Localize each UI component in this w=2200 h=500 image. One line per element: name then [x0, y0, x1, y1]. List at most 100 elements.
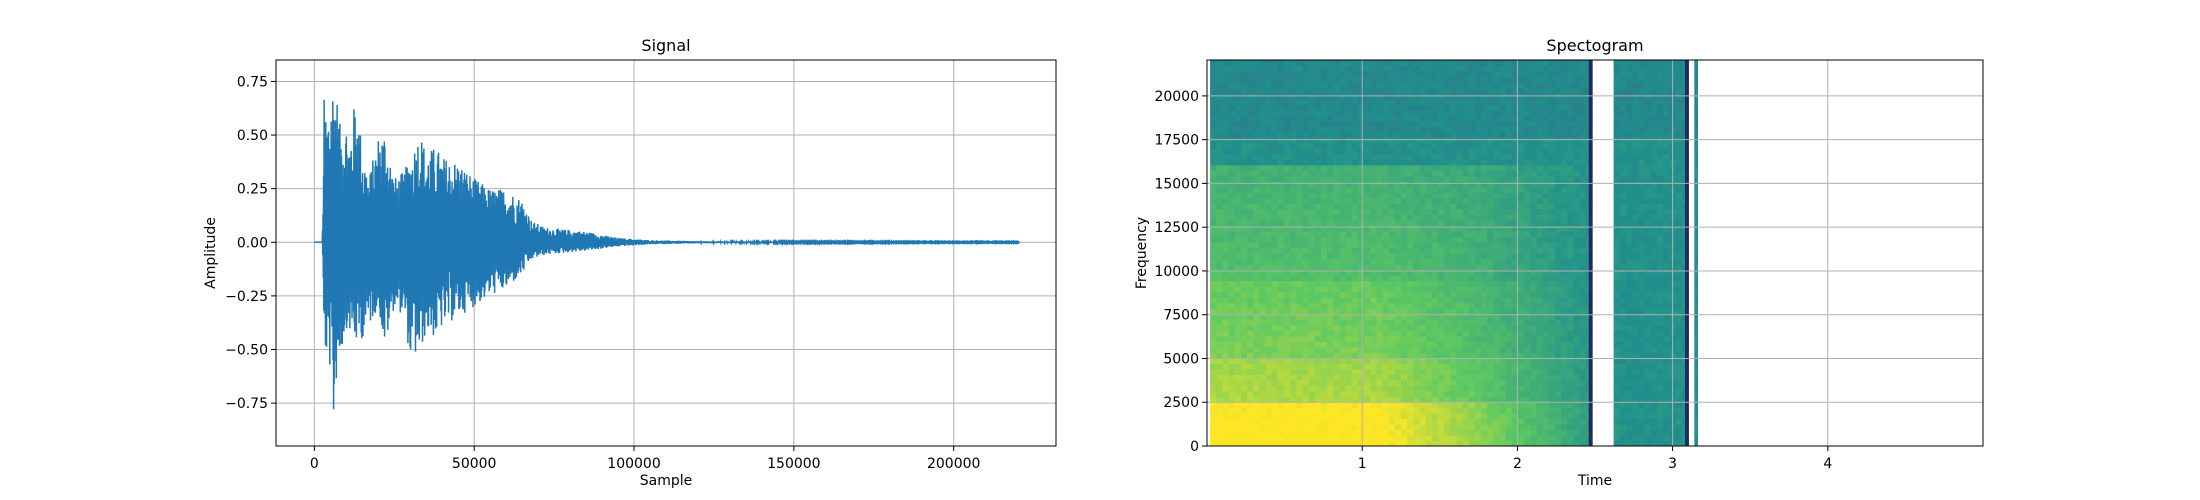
spectrogram-cell — [1626, 230, 1633, 238]
spectrogram-cell — [1388, 368, 1396, 375]
spectrogram-cell — [1333, 87, 1341, 94]
spectrogram-cell — [1657, 109, 1664, 116]
spectrogram-cell — [1284, 385, 1291, 392]
spectrogram-cell — [1222, 137, 1230, 144]
spectrogram-cell — [1388, 236, 1396, 243]
spectrogram-cell — [1638, 203, 1646, 210]
spectrogram-cell — [1364, 275, 1371, 282]
spectrogram-cell — [1524, 264, 1531, 271]
spectrogram-cell — [1351, 203, 1359, 210]
spectrogram-cell — [1613, 98, 1621, 105]
spectrogram-cell — [1548, 396, 1556, 403]
spectrogram-cell — [1474, 434, 1482, 442]
spectrogram-cell — [1437, 280, 1445, 287]
spectrogram-cell — [1413, 440, 1421, 446]
spectrogram-cell — [1431, 297, 1439, 304]
spectrogram-cell — [1284, 341, 1291, 348]
spectrogram-cell — [1644, 368, 1652, 375]
spectrogram-cell — [1638, 104, 1646, 111]
spectrogram-cell — [1518, 225, 1525, 232]
spectrogram-cell — [1450, 230, 1458, 238]
spectrogram-cell — [1247, 352, 1254, 359]
spectrogram-cell — [1419, 71, 1427, 78]
spectrogram-cell — [1579, 341, 1587, 348]
spectrogram-cell — [1277, 313, 1285, 320]
spectrogram-cell — [1524, 363, 1531, 370]
spectrogram-cell — [1481, 401, 1488, 408]
spectrogram-cell — [1456, 440, 1464, 446]
spectrogram-cell — [1247, 440, 1254, 446]
spectrogram-cell — [1401, 412, 1408, 420]
spectrogram-cell — [1382, 137, 1390, 144]
spectrogram-cell — [1357, 241, 1365, 249]
spectrogram-cell — [1357, 319, 1365, 326]
spectrogram-cell — [1425, 65, 1433, 72]
spectrogram-cell — [1505, 324, 1513, 331]
spectrogram-cell — [1579, 142, 1587, 149]
spectrogram-cell — [1511, 98, 1519, 105]
spectrogram-cell — [1425, 374, 1433, 381]
spectrogram-cell — [1499, 159, 1507, 166]
spectrogram-cell — [1308, 324, 1316, 331]
spectrogram-cell — [1548, 335, 1556, 342]
spectrogram-cell — [1530, 197, 1538, 204]
spectrogram-cell — [1382, 241, 1390, 249]
spectrogram-cell — [1277, 219, 1285, 227]
spectrogram-cell — [1650, 280, 1658, 287]
spectrogram-cell — [1284, 208, 1291, 215]
spectrogram-cell — [1456, 429, 1464, 436]
spectrogram-cell — [1376, 76, 1384, 83]
spectrogram-cell — [1222, 104, 1230, 111]
spectrogram-cell — [1247, 324, 1254, 331]
spectrogram-cell — [1277, 247, 1285, 254]
spectrogram-cell — [1567, 192, 1575, 199]
signal-y-tick-label: 0.50 — [237, 128, 268, 144]
spectrogram-cell — [1481, 241, 1488, 249]
spectrogram-cell — [1234, 434, 1242, 442]
spectrogram-cell — [1394, 109, 1402, 116]
spectrogram-cell — [1339, 175, 1347, 182]
spectrogram-cell — [1644, 352, 1652, 359]
spectrogram-cell — [1561, 197, 1568, 204]
spectrogram-cell — [1431, 186, 1439, 193]
spectrogram-cell — [1345, 197, 1353, 204]
spectrogram-cell — [1314, 131, 1322, 138]
spectrogram-cell — [1314, 219, 1322, 227]
spectrogram-cell — [1259, 65, 1267, 72]
spectrogram-cell — [1222, 302, 1230, 309]
spectrogram-cell — [1536, 159, 1544, 166]
spectrogram-cell — [1456, 236, 1464, 243]
spectrogram-cell — [1468, 225, 1476, 232]
spectrogram-cell — [1518, 368, 1525, 375]
spectrogram-cell — [1388, 71, 1396, 78]
spectrogram-cell — [1376, 297, 1384, 304]
spectrogram-cell — [1619, 131, 1627, 138]
spectrogram-cell — [1234, 335, 1242, 342]
spectrogram-cell — [1626, 313, 1633, 320]
spectrogram-cell — [1481, 330, 1488, 337]
spectrogram-cell — [1437, 76, 1445, 83]
spectrogram-cell — [1364, 429, 1371, 436]
spectrogram-cell — [1638, 275, 1646, 282]
spectrogram-cell — [1357, 253, 1365, 260]
spectrogram-cell — [1573, 153, 1581, 160]
spectrogram-cell — [1613, 341, 1621, 348]
spectrogram-cell — [1613, 346, 1621, 353]
spectrogram-cell — [1413, 275, 1421, 282]
spectrogram-cell — [1663, 236, 1671, 243]
spectrogram-cell — [1388, 214, 1396, 221]
spectrogram-cell — [1253, 159, 1260, 166]
spectrogram-cell — [1394, 396, 1402, 403]
spectrogram-cell — [1253, 286, 1260, 293]
spectrogram-cell — [1265, 225, 1273, 232]
spectrogram-cell — [1376, 280, 1384, 287]
spectrogram-cell — [1626, 241, 1633, 249]
spectrogram-cell — [1382, 363, 1390, 370]
spectrogram-cell — [1259, 440, 1267, 446]
spectrogram-cell — [1419, 253, 1427, 260]
spectrogram-cell — [1650, 258, 1658, 265]
spectrogram-cell — [1210, 153, 1217, 160]
spectrogram-cell — [1271, 82, 1279, 89]
spectrogram-cell — [1314, 275, 1322, 282]
spectrogram-cell — [1638, 401, 1646, 408]
